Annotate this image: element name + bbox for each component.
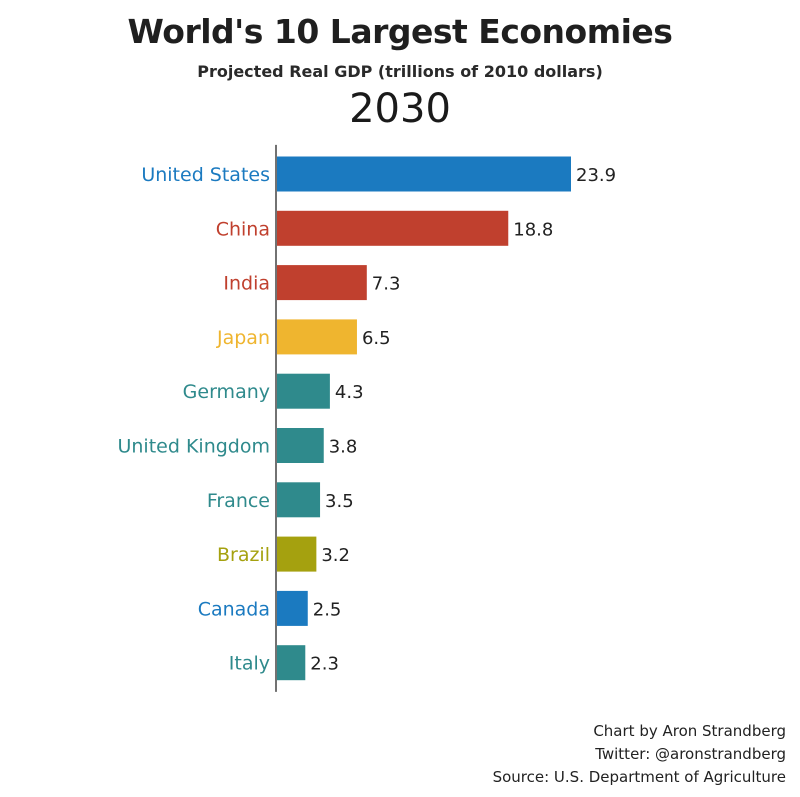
credit-source: Source: U.S. Department of Agriculture xyxy=(493,766,786,789)
value-label: 2.5 xyxy=(313,599,342,620)
bar-united-states xyxy=(277,157,571,192)
bar-germany xyxy=(277,374,330,409)
category-label: France xyxy=(207,490,270,512)
category-label: Japan xyxy=(216,327,270,349)
value-label: 3.8 xyxy=(329,437,358,458)
value-label: 3.5 xyxy=(325,491,354,512)
value-label: 4.3 xyxy=(335,382,364,403)
bar-france xyxy=(277,482,320,517)
category-label: China xyxy=(216,218,270,240)
credits: Chart by Aron Strandberg Twitter: @arons… xyxy=(493,720,786,789)
value-label: 2.3 xyxy=(310,654,339,675)
category-label: United States xyxy=(141,164,270,186)
value-label: 6.5 xyxy=(362,328,391,349)
bar-italy xyxy=(277,645,305,680)
credit-author: Chart by Aron Strandberg xyxy=(493,720,786,743)
category-label: Canada xyxy=(198,598,270,620)
credit-twitter: Twitter: @aronstrandberg xyxy=(493,743,786,766)
bar-china xyxy=(277,211,508,246)
category-label: Germany xyxy=(183,381,270,403)
bar-canada xyxy=(277,591,308,626)
category-label: Brazil xyxy=(217,544,270,566)
value-label: 18.8 xyxy=(513,219,553,240)
bar-japan xyxy=(277,319,357,354)
value-label: 3.2 xyxy=(321,545,350,566)
category-label: India xyxy=(223,273,270,295)
bar-brazil xyxy=(277,537,316,572)
bar-united-kingdom xyxy=(277,428,324,463)
bar-india xyxy=(277,265,367,300)
category-label: Italy xyxy=(229,653,270,675)
value-label: 23.9 xyxy=(576,165,616,186)
category-label: United Kingdom xyxy=(117,436,270,458)
value-label: 7.3 xyxy=(372,274,401,295)
